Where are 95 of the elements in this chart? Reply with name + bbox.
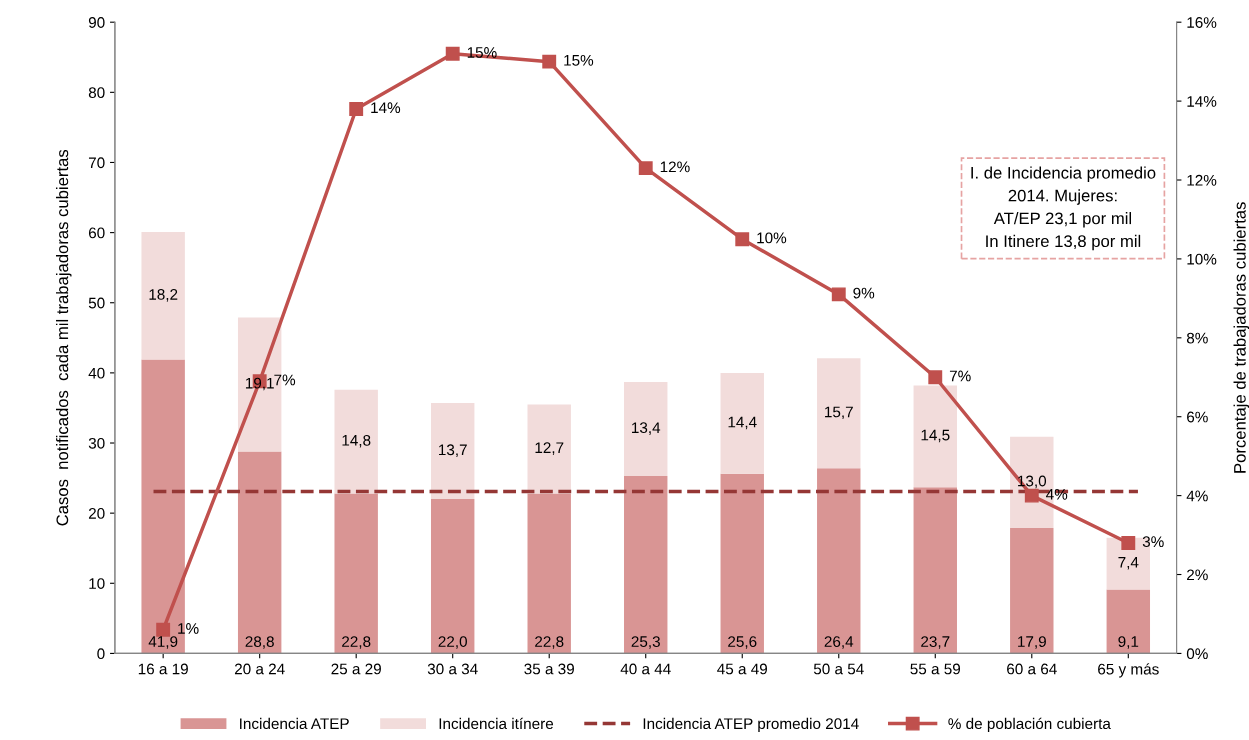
data-label: 41,9 bbox=[148, 636, 178, 649]
data-label: 3% bbox=[1142, 536, 1164, 548]
x-tick-label: 35 a 39 bbox=[524, 663, 574, 675]
y-tick-label: 30 bbox=[88, 437, 105, 449]
bar bbox=[334, 389, 378, 494]
data-label: 19,1 bbox=[245, 377, 274, 391]
bar bbox=[817, 468, 861, 654]
y2-tick-label: 12% bbox=[1187, 174, 1217, 186]
y-tick-label: 90 bbox=[88, 17, 105, 28]
y-tick-label: 70 bbox=[88, 157, 105, 169]
data-label: 7% bbox=[949, 370, 971, 382]
bar bbox=[1010, 527, 1054, 654]
bar bbox=[624, 382, 668, 476]
data-label: 9% bbox=[853, 287, 875, 299]
data-label: 15% bbox=[564, 55, 594, 66]
data-label: 26,4 bbox=[824, 636, 854, 649]
bar bbox=[624, 475, 668, 654]
legend-label: Incidencia ATEP promedio 2014 bbox=[643, 717, 859, 733]
x-tick-label: 45 a 49 bbox=[717, 663, 768, 675]
bar bbox=[720, 372, 764, 474]
y-axis-title: Casos notificados cada mil trabajadoras cubiertas bbox=[55, 149, 72, 526]
y2-tick-label: 0% bbox=[1186, 648, 1208, 660]
y2-tick-label: 8% bbox=[1186, 332, 1208, 344]
point bbox=[349, 102, 364, 116]
legend-label: % de población cubierta bbox=[948, 717, 1111, 733]
x-tick-label: 20 a 24 bbox=[234, 663, 285, 675]
data-label: 9,1 bbox=[1118, 636, 1139, 649]
bar bbox=[527, 404, 571, 494]
legend-label: Incidencia itínere bbox=[439, 717, 554, 730]
y2-tick-label: 4% bbox=[1186, 490, 1208, 502]
point bbox=[156, 622, 171, 637]
data-label: 22,0 bbox=[438, 636, 467, 649]
data-label: 22,8 bbox=[342, 636, 371, 649]
bar bbox=[141, 231, 185, 360]
y-tick-label: 20 bbox=[88, 508, 105, 519]
x-tick-label: 65 y más bbox=[1098, 663, 1159, 678]
bar bbox=[720, 473, 764, 654]
data-label: 1% bbox=[178, 623, 199, 634]
bar bbox=[817, 358, 861, 469]
y2-axis-title: Porcentaje de trabajadoras cubiertas bbox=[1233, 202, 1249, 473]
bar bbox=[334, 493, 378, 654]
point bbox=[735, 232, 750, 247]
x-tick-label: 25 a 29 bbox=[331, 663, 381, 675]
bar bbox=[913, 487, 957, 654]
data-label: 13,4 bbox=[632, 422, 661, 435]
bar bbox=[430, 499, 475, 654]
x-tick-label: 50 a 54 bbox=[813, 663, 864, 675]
data-label: 10% bbox=[757, 232, 787, 244]
data-label: 28,8 bbox=[245, 636, 274, 649]
bar bbox=[1106, 589, 1151, 654]
data-label: 17,9 bbox=[1018, 636, 1046, 649]
data-label: 14,5 bbox=[921, 429, 950, 443]
data-label: 23,7 bbox=[921, 636, 950, 649]
data-label: 12% bbox=[660, 161, 690, 173]
y-tick-label: 40 bbox=[88, 367, 105, 379]
y-tick-label: 10 bbox=[89, 578, 105, 589]
x-tick-label: 40 a 44 bbox=[620, 663, 671, 675]
data-label: 14,8 bbox=[342, 434, 371, 448]
point bbox=[1121, 536, 1136, 550]
y-tick-label: 80 bbox=[88, 87, 105, 99]
point bbox=[928, 370, 943, 385]
data-label: 18,2 bbox=[149, 289, 178, 302]
data-label: 15,7 bbox=[825, 406, 853, 420]
data-label: 25,6 bbox=[728, 636, 757, 649]
data-label: 14,4 bbox=[728, 416, 757, 430]
x-tick-label: 30 a 34 bbox=[427, 663, 478, 675]
y-tick-label: 50 bbox=[88, 297, 105, 309]
point bbox=[831, 287, 846, 302]
x-tick-label: 60 a 64 bbox=[1007, 663, 1057, 675]
point bbox=[542, 54, 557, 69]
bar bbox=[430, 403, 475, 500]
y2-tick-label: 16% bbox=[1187, 17, 1217, 28]
bar bbox=[913, 385, 957, 488]
point bbox=[445, 46, 460, 61]
bar bbox=[237, 451, 282, 654]
point bbox=[638, 161, 653, 176]
data-label: 22,8 bbox=[535, 636, 564, 649]
y-tick-label: 60 bbox=[88, 227, 105, 239]
legend-label: Incidencia ATEP bbox=[240, 717, 349, 730]
y2-tick-label: 6% bbox=[1187, 411, 1208, 423]
x-tick-label: 55 a 59 bbox=[910, 663, 961, 675]
annotation: I. de Incidencia promedio 2014. Mujeres: AT/EP 23,1 por mil In Itinere 13,8 por mil bbox=[971, 166, 1156, 251]
data-label: 7,4 bbox=[1118, 557, 1139, 570]
bar bbox=[527, 493, 571, 654]
data-label: 25,3 bbox=[631, 636, 660, 649]
y-tick-label: 0 bbox=[97, 648, 105, 660]
data-label: 12,7 bbox=[535, 442, 564, 455]
y2-tick-label: 14% bbox=[1187, 96, 1217, 107]
data-label: 7% bbox=[274, 374, 296, 386]
data-label: 13,7 bbox=[439, 444, 467, 457]
point bbox=[1024, 488, 1039, 503]
data-label: 14% bbox=[371, 102, 401, 114]
x-tick-label: 16 a 19 bbox=[138, 663, 188, 675]
y2-tick-label: 10% bbox=[1187, 253, 1217, 265]
y2-tick-label: 2% bbox=[1187, 569, 1208, 581]
